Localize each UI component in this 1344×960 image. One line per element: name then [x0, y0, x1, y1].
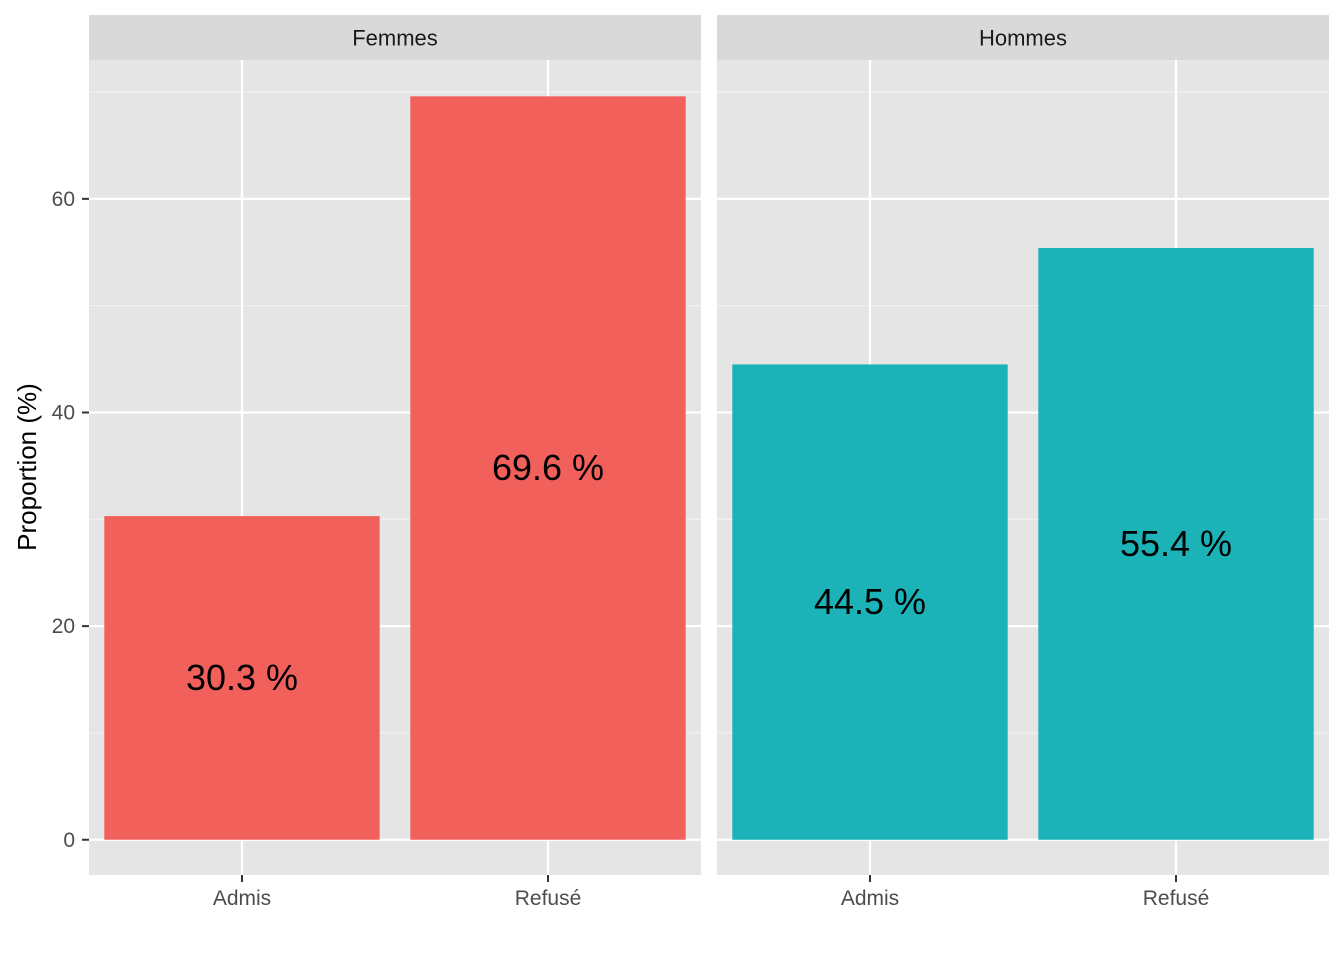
bar-admis: [732, 364, 1008, 840]
bar-value-label: 55.4 %: [1120, 523, 1232, 564]
y-axis-title: Proportion (%): [12, 383, 42, 551]
x-tick-label: Refusé: [515, 887, 582, 910]
facet-strip: [717, 15, 1329, 60]
bar-refusé: [1038, 247, 1314, 840]
y-tick-label: 20: [52, 615, 75, 638]
bar-value-label: 30.3 %: [186, 657, 298, 698]
x-tick-label: Refusé: [1143, 887, 1210, 910]
bar-refusé: [410, 96, 686, 840]
bar-value-label: 69.6 %: [492, 447, 604, 488]
facet-strip-label: Femmes: [352, 26, 438, 51]
facet-panel-femmes: Femmes 30.3 % 69.6 % Admis Refusé: [89, 15, 701, 910]
facet-strip: [89, 15, 701, 60]
y-tick-label: 60: [52, 188, 75, 211]
facet-strip-label: Hommes: [979, 26, 1067, 51]
bar-admis: [104, 516, 380, 840]
facet-panel-hommes: Hommes 44.5 % 55.4 % Admis Refusé: [717, 15, 1329, 910]
y-tick-label: 40: [52, 401, 75, 424]
y-tick-label: 0: [63, 829, 75, 852]
x-tick-label: Admis: [841, 887, 899, 910]
bar-value-label: 44.5 %: [814, 581, 926, 622]
facet-panels: Femmes 30.3 % 69.6 % Admis Refusé Hommes 44.5 …: [89, 15, 1329, 910]
y-axis: 0 20 40 60: [52, 188, 89, 852]
x-tick-label: Admis: [213, 887, 271, 910]
